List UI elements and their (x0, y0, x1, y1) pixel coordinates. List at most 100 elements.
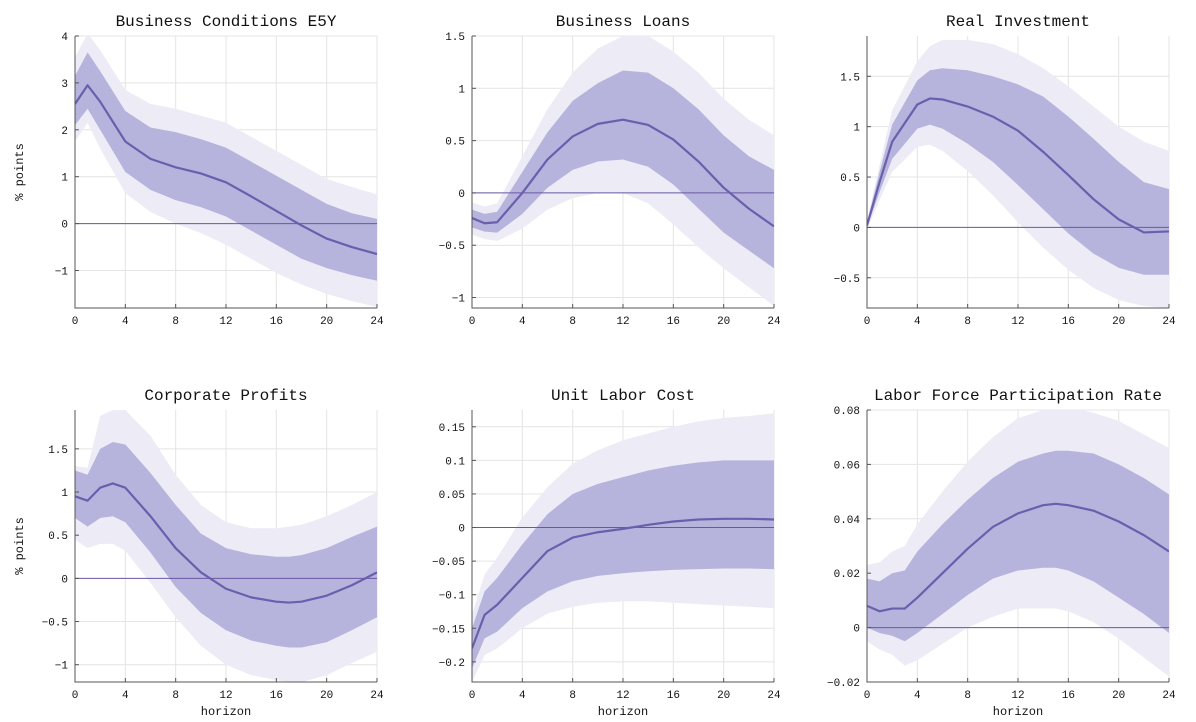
y-tick-label: 1 (61, 173, 68, 185)
x-tick-label: 0 (469, 690, 476, 702)
panel-4: 0 4 8 12 16 20 24 −1 −0.5 0 0.5 1 1.5 Corporate Profi… (13, 387, 384, 719)
y-tick-label: −0.15 (432, 624, 465, 636)
x-tick-label: 4 (519, 316, 526, 328)
y-tick-label: 2 (61, 126, 68, 138)
outer-credible-band (472, 36, 774, 306)
median-response-line (472, 517, 774, 649)
x-tick-label: 20 (717, 690, 730, 702)
y-tick-label: 1 (853, 123, 860, 135)
x-tick-label: 0 (72, 316, 79, 328)
x-tick-label: 8 (172, 690, 179, 702)
x-tick-label: 8 (569, 690, 576, 702)
x-tick-label: 16 (270, 690, 283, 702)
x-tick-label: 20 (1112, 690, 1125, 702)
x-tick-label: 16 (1062, 316, 1075, 328)
x-tick-label: 0 (864, 316, 871, 328)
x-tick-label: 24 (767, 690, 781, 702)
x-tick-label: 20 (1112, 316, 1125, 328)
y-tick-label: 0 (458, 524, 465, 536)
x-tick-label: 0 (469, 316, 476, 328)
x-tick-label: 12 (1011, 316, 1024, 328)
x-tick-label: 4 (914, 690, 921, 702)
x-tick-label: 0 (72, 690, 79, 702)
x-axis-label: horizon (993, 705, 1043, 719)
inner-credible-band (472, 70, 774, 269)
panel-title: Real Investment (946, 13, 1090, 31)
y-tick-label: −0.5 (42, 618, 68, 630)
inner-credible-band (867, 68, 1169, 275)
x-tick-label: 8 (964, 690, 971, 702)
y-tick-label: 0.5 (445, 137, 465, 149)
y-axis-label: % points (13, 143, 27, 201)
y-tick-label: 1.5 (840, 72, 860, 84)
y-tick-label: −0.2 (439, 658, 465, 670)
x-axis-label: horizon (598, 705, 648, 719)
x-tick-label: 24 (767, 316, 781, 328)
x-tick-label: 16 (270, 316, 283, 328)
x-tick-label: 4 (519, 690, 526, 702)
y-tick-label: 0 (61, 574, 68, 586)
x-axis-label: horizon (201, 705, 251, 719)
x-tick-label: 4 (122, 690, 129, 702)
inner-credible-band (75, 441, 377, 648)
x-tick-label: 24 (1162, 690, 1176, 702)
y-tick-label: −0.5 (834, 274, 860, 286)
y-tick-label: 1 (458, 84, 465, 96)
y-tick-label: 0.08 (834, 406, 860, 418)
x-tick-label: 0 (864, 690, 871, 702)
y-tick-label: 0 (458, 189, 465, 201)
y-tick-label: 0 (61, 220, 68, 232)
y-axis-label: % points (13, 517, 27, 575)
y-tick-label: 0.1 (445, 456, 465, 468)
x-tick-label: 20 (717, 316, 730, 328)
y-tick-label: 0.5 (840, 173, 860, 185)
y-tick-label: 1.5 (48, 445, 68, 457)
panel-3: 0 4 8 12 16 20 24 −0.5 0 0.5 1 1.5 Real Investment (834, 13, 1176, 328)
x-tick-label: 12 (616, 690, 629, 702)
panel-title: Business Loans (556, 13, 690, 31)
y-tick-label: −1 (55, 661, 69, 673)
x-tick-label: 4 (122, 316, 129, 328)
panel-title: Corporate Profits (144, 387, 307, 405)
x-tick-label: 12 (219, 690, 232, 702)
x-tick-label: 20 (320, 690, 333, 702)
median-response-line (472, 118, 774, 228)
y-tick-label: −0.05 (432, 557, 465, 569)
x-tick-label: 16 (667, 690, 680, 702)
x-tick-label: 8 (569, 316, 576, 328)
y-tick-label: 4 (61, 32, 68, 44)
panel-2: 0 4 8 12 16 20 24 −1 −0.5 0 0.5 1 1.5 Business Loans (439, 13, 781, 328)
y-tick-label: 0.02 (834, 569, 860, 581)
inner-credible-band (472, 460, 774, 669)
median-response-line (75, 482, 377, 604)
y-tick-label: 0 (853, 223, 860, 235)
x-tick-label: 24 (370, 690, 384, 702)
panel-title: Business Conditions E5Y (116, 13, 337, 31)
y-tick-label: −0.5 (439, 241, 465, 253)
median-response-line (75, 84, 377, 256)
x-tick-label: 24 (1162, 316, 1176, 328)
x-tick-label: 16 (1062, 690, 1075, 702)
y-tick-label: −1 (452, 294, 466, 306)
panel-title: Unit Labor Cost (551, 387, 695, 405)
x-tick-label: 12 (219, 316, 232, 328)
y-tick-label: −0.1 (439, 591, 466, 603)
median-response-line (867, 97, 1169, 234)
y-tick-label: 3 (61, 79, 68, 91)
panel-title: Labor Force Participation Rate (874, 387, 1162, 405)
y-tick-label: 1 (61, 488, 68, 500)
y-tick-label: 0.05 (439, 490, 465, 502)
x-tick-label: 12 (616, 316, 629, 328)
inner-credible-band (867, 450, 1169, 642)
x-tick-label: 8 (172, 316, 179, 328)
panel-6: 0 4 8 12 16 20 24 −0.02 0 0.02 0.04 0.06 0.08 Labor F… (827, 387, 1176, 719)
x-tick-label: 20 (320, 316, 333, 328)
y-tick-label: 0.15 (439, 423, 465, 435)
y-tick-label: −1 (55, 266, 69, 278)
x-tick-label: 24 (370, 316, 384, 328)
x-tick-label: 16 (667, 316, 680, 328)
median-response-line (867, 502, 1169, 613)
y-tick-label: 0.5 (48, 531, 68, 543)
